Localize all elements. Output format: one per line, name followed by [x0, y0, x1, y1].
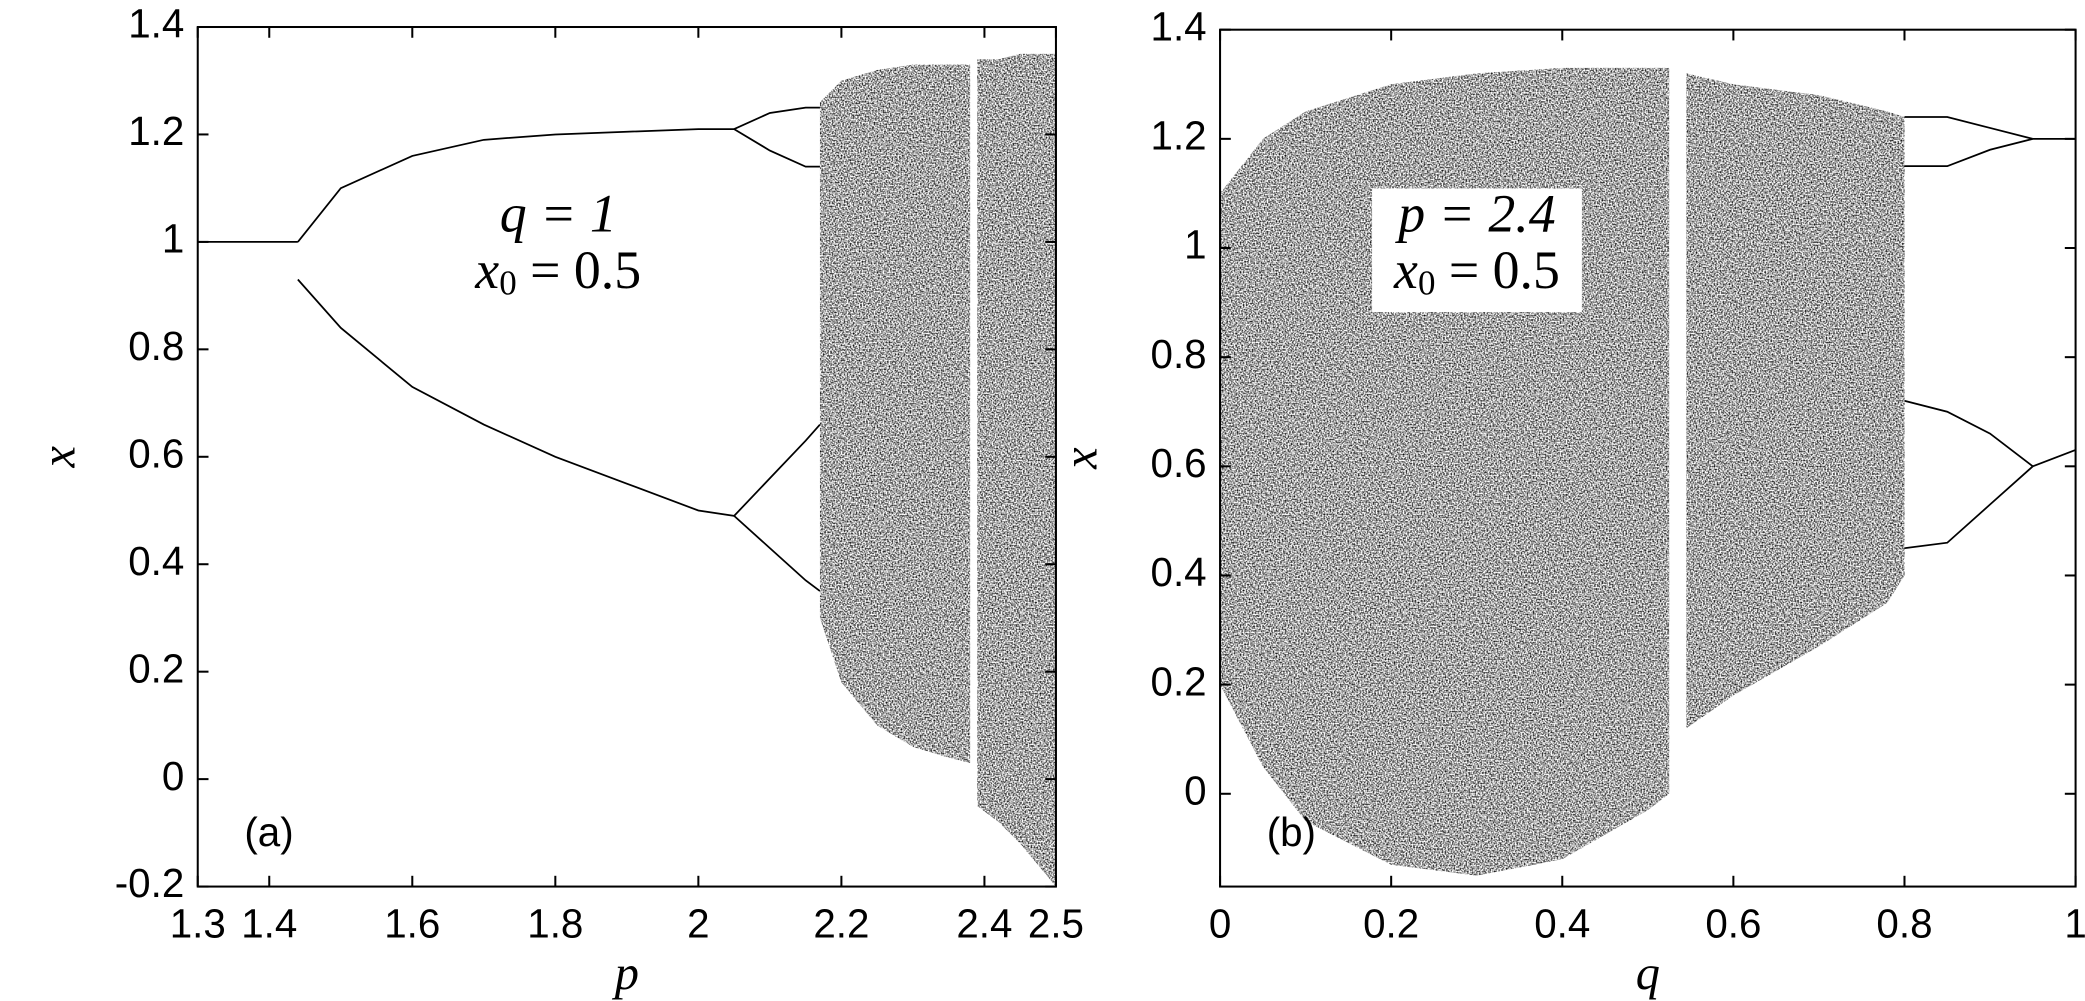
y-axis-label: x	[1055, 447, 1108, 470]
y-tick-label: 1.2	[128, 108, 184, 154]
panel-label: (b)	[1267, 809, 1316, 855]
x-tick-label: 1.8	[527, 901, 583, 947]
branch	[297, 278, 735, 517]
annotation: x0 = 0.5	[1393, 240, 1560, 302]
chaotic-band	[977, 53, 1056, 887]
x-tick-label: 2.2	[813, 901, 869, 947]
y-tick-label: 1.4	[1151, 3, 1207, 49]
y-tick-label: 0.6	[1151, 440, 1207, 486]
branch	[297, 128, 735, 243]
panel-label: (a)	[244, 809, 293, 855]
x-tick-label: 1.3	[170, 901, 226, 947]
chaotic-band	[819, 64, 971, 763]
y-axis-label: x	[32, 446, 85, 469]
branch	[733, 423, 821, 517]
x-axis-label: p	[612, 947, 639, 1000]
y-tick-label: 0.4	[1151, 549, 1207, 595]
x-tick-label: 2.5	[1028, 901, 1084, 947]
annotation-sub: 0	[1418, 264, 1435, 303]
x-tick-label: 0.4	[1534, 901, 1590, 947]
x-axis-label: q	[1636, 947, 1660, 1000]
annotation-text: = 0.5	[1435, 240, 1559, 300]
x-tick-label: 0	[1209, 901, 1231, 947]
y-tick-label: 0.6	[128, 430, 184, 476]
y-tick-label: 1	[1184, 222, 1206, 268]
branch	[1904, 138, 2034, 168]
annotation-box	[1372, 188, 1582, 313]
branch	[733, 106, 820, 130]
annotation: p = 2.4	[1394, 184, 1555, 244]
annotation: q = 1	[500, 184, 617, 244]
x-tick-label: 2	[687, 901, 709, 947]
x-tick-label: 0.2	[1363, 901, 1419, 947]
x-tick-label: 0.8	[1876, 901, 1932, 947]
y-tick-label: 0.8	[1151, 331, 1207, 377]
branch	[1904, 465, 2034, 550]
y-tick-label: 0.4	[128, 538, 184, 584]
y-tick-label: 0	[162, 753, 184, 799]
x-tick-label: 0.6	[1705, 901, 1761, 947]
y-tick-label: 1.2	[1151, 113, 1207, 159]
branch	[1904, 399, 2034, 468]
y-tick-label: 0.8	[128, 323, 184, 369]
x-tick-label: 1.6	[384, 901, 440, 947]
y-tick-label: -0.2	[115, 860, 185, 906]
x-tick-label: 1.4	[241, 901, 297, 947]
branch	[733, 128, 820, 168]
branch	[733, 515, 821, 592]
y-tick-label: 0	[1184, 767, 1206, 813]
annotation-text: x	[474, 240, 499, 300]
y-tick-label: 1	[162, 216, 184, 262]
branch	[2032, 449, 2076, 468]
axes-frame	[1219, 28, 2077, 888]
y-tick-label: 1.4	[128, 1, 184, 47]
panel: 0 0.2 0.4 0.6 0.8 1 0 0.2 0.4 0.6 0.8 1 1.2 1.4 q x (b) p…	[1055, 3, 2085, 1000]
annotation-sub: 0	[499, 264, 516, 303]
y-tick-label: 0.2	[1151, 658, 1207, 704]
annotation-text: p = 2.4	[1394, 184, 1555, 244]
x-tick-label: 2.4	[956, 901, 1012, 947]
annotation-text: = 0.5	[517, 240, 641, 300]
x-tick-label: 1	[2064, 901, 2085, 947]
y-tick-label: 0.2	[128, 645, 184, 691]
annotation-text: x	[1393, 240, 1418, 300]
panel: 1.3 1.4 1.6 1.8 2 2.2 2.4 2.5 -0.2 0 0.2 0.4 0.6 0.8 1…	[32, 1, 1084, 1000]
annotation: x0 = 0.5	[474, 240, 641, 302]
branch	[1904, 116, 2034, 140]
annotation-text: q = 1	[500, 184, 617, 244]
chaotic-band	[1686, 73, 1905, 729]
